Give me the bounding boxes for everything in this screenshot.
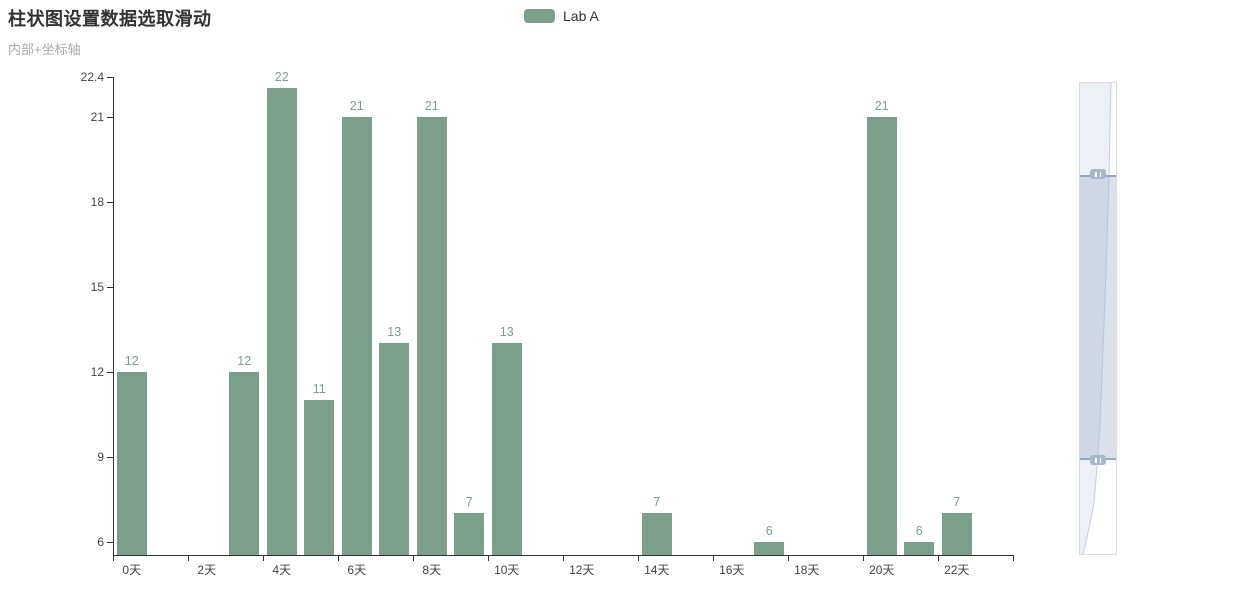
bar-value-label: 11 [312, 382, 326, 396]
x-axis-label: 2天 [197, 563, 217, 577]
legend-swatch-icon [524, 9, 555, 23]
bar-value-label: 21 [874, 98, 889, 113]
x-axis-tick [938, 556, 939, 561]
bar-10天[interactable] [491, 343, 522, 555]
bar-value-label: 7 [953, 495, 961, 510]
datazoom-handle-top[interactable] [1090, 169, 1106, 179]
bar-21天[interactable] [904, 541, 935, 555]
x-axis-tick [488, 556, 489, 561]
x-axis-line [113, 555, 1014, 556]
datazoom-handle-bottom[interactable] [1090, 455, 1106, 465]
y-axis-tick [107, 541, 113, 543]
x-axis-label: 14天 [644, 563, 670, 577]
y-axis-tick [107, 456, 113, 458]
y-axis-label: 18 [90, 194, 104, 209]
bar-9天[interactable] [454, 513, 485, 555]
datazoom-filler[interactable] [1080, 175, 1116, 460]
bar-value-label: 6 [915, 523, 923, 538]
chart-subtitle: 内部+坐标轴 [8, 42, 81, 57]
x-axis-tick [338, 556, 339, 561]
bar-value-label: 12 [237, 353, 252, 368]
y-axis-tick [107, 77, 113, 78]
x-axis-label: 18天 [794, 563, 820, 577]
x-axis-label: 4天 [272, 563, 292, 577]
bar-value-label: 13 [387, 325, 402, 340]
x-axis-label: 0天 [122, 563, 142, 577]
datazoom-slider[interactable] [1079, 82, 1117, 555]
bar-0天[interactable] [116, 371, 147, 555]
bar-value-label: 7 [465, 495, 473, 510]
bar-7天[interactable] [379, 343, 410, 555]
y-axis-tick [107, 201, 113, 203]
x-axis-label: 10天 [494, 563, 520, 577]
x-axis-tick [113, 556, 114, 561]
y-axis-label: 6 [97, 534, 104, 549]
x-axis-label: 8天 [422, 563, 442, 577]
bar-value-label: 21 [349, 98, 364, 113]
bar-4天[interactable] [266, 88, 297, 555]
bar-value-label: 21 [424, 98, 439, 113]
x-axis-tick [713, 556, 714, 561]
x-axis-label: 6天 [347, 563, 367, 577]
x-axis-label: 12天 [569, 563, 595, 577]
bar-value-label: 7 [653, 495, 661, 510]
bar-6天[interactable] [341, 116, 372, 555]
x-axis-label: 22天 [944, 563, 970, 577]
y-axis-label: 9 [97, 449, 104, 464]
x-axis-tick [563, 556, 564, 561]
bar-14天[interactable] [641, 513, 672, 555]
x-axis-label: 20天 [869, 563, 895, 577]
chart-title: 柱状图设置数据选取滑动 [8, 9, 212, 29]
y-axis-tick [107, 286, 113, 288]
datazoom-data-shadow [1080, 83, 1112, 554]
y-axis-tick [107, 116, 113, 118]
bar-value-label: 6 [765, 523, 773, 538]
y-axis-label: 21 [90, 109, 104, 124]
legend-item-lab-a[interactable]: Lab A [524, 8, 599, 24]
y-axis-label: 22.4 [80, 70, 104, 84]
bar-8天[interactable] [416, 116, 447, 555]
x-axis-label: 16天 [719, 563, 745, 577]
x-axis-tick [863, 556, 864, 561]
y-axis-line [113, 77, 114, 556]
x-axis-tick [638, 556, 639, 561]
bar-value-label: 22 [274, 70, 289, 85]
bar-22天[interactable] [941, 513, 972, 555]
y-axis-label: 12 [90, 364, 104, 379]
x-axis-tick [1013, 556, 1014, 561]
x-axis-tick [788, 556, 789, 561]
y-axis-tick [107, 371, 113, 373]
bar-3天[interactable] [229, 371, 260, 555]
y-axis-label: 15 [90, 279, 104, 294]
bar-17天[interactable] [754, 541, 785, 555]
x-axis-tick [413, 556, 414, 561]
legend-label: Lab A [563, 8, 599, 24]
bar-value-label: 12 [124, 353, 139, 368]
bar-value-label: 13 [499, 325, 514, 340]
x-axis-tick [188, 556, 189, 561]
bar-20天[interactable] [866, 116, 897, 555]
x-axis-tick [263, 556, 264, 561]
bar-5天[interactable] [304, 400, 335, 555]
